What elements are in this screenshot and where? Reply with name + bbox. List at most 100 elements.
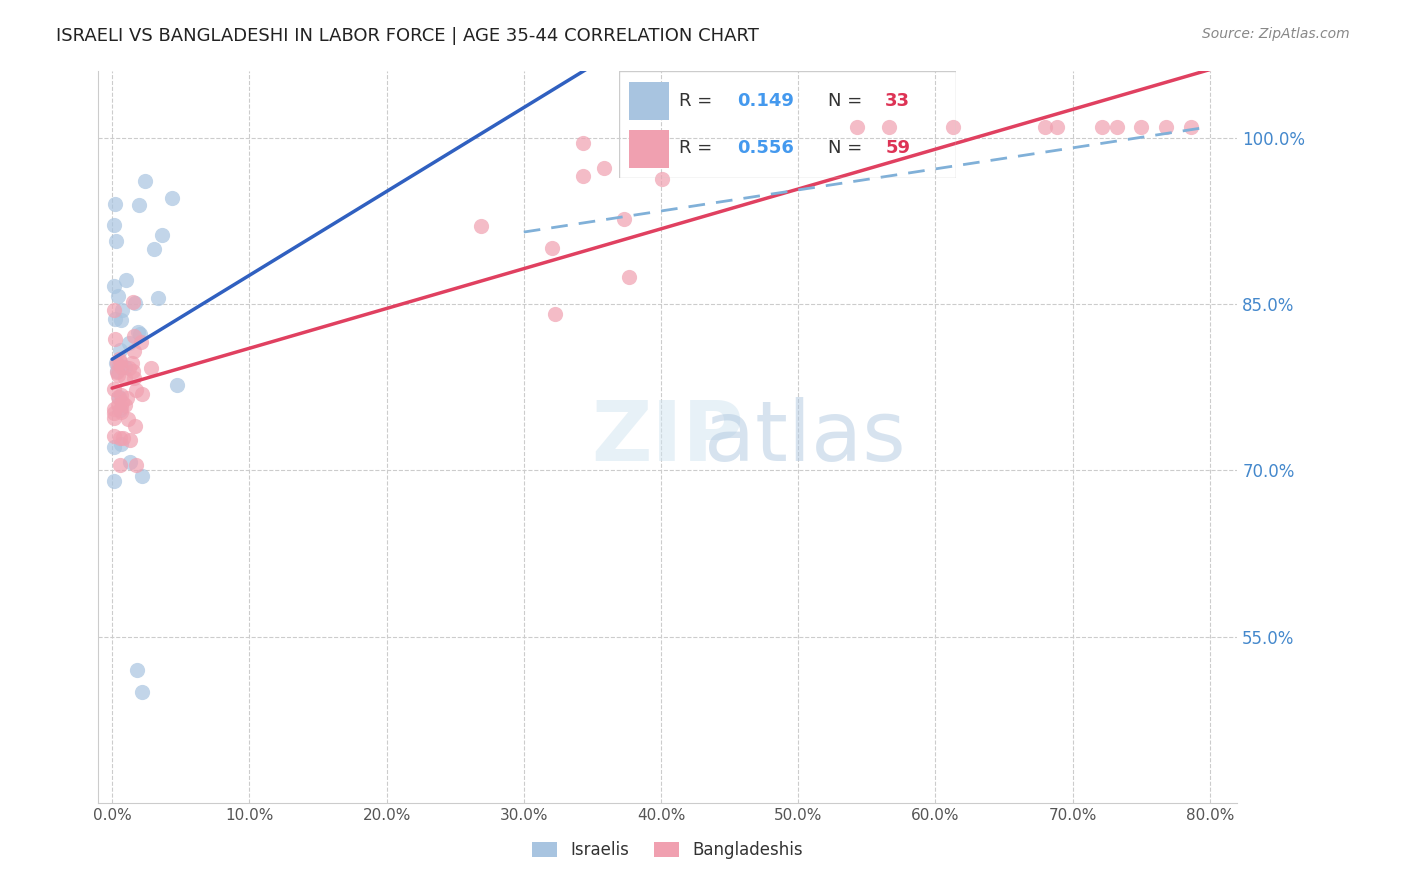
Point xyxy=(131,468,153,483)
Text: R =: R = xyxy=(679,93,718,111)
Point xyxy=(103,383,125,397)
Point xyxy=(110,313,132,327)
Point xyxy=(571,136,593,150)
Point xyxy=(114,398,136,412)
Point xyxy=(107,390,129,404)
Point xyxy=(129,327,152,342)
Point xyxy=(121,364,143,378)
Point xyxy=(103,406,125,420)
Point xyxy=(107,398,129,412)
Text: 0.149: 0.149 xyxy=(737,93,793,111)
Point xyxy=(115,273,138,287)
Point xyxy=(124,296,146,310)
Point xyxy=(846,120,869,134)
Text: ISRAELI VS BANGLADESHI IN LABOR FORCE | AGE 35-44 CORRELATION CHART: ISRAELI VS BANGLADESHI IN LABOR FORCE | … xyxy=(56,27,759,45)
Text: atlas: atlas xyxy=(703,397,905,477)
Point xyxy=(107,288,129,302)
Point xyxy=(108,402,131,417)
Point xyxy=(124,419,146,434)
Point xyxy=(114,371,136,385)
Point xyxy=(139,360,162,375)
Point xyxy=(105,365,128,379)
Point xyxy=(1180,120,1202,134)
Point xyxy=(110,400,132,414)
Point xyxy=(613,212,636,227)
Point xyxy=(1154,120,1177,134)
Point xyxy=(108,458,131,472)
Point xyxy=(544,307,567,321)
Point xyxy=(108,343,131,358)
Point xyxy=(125,663,148,677)
Point xyxy=(146,291,169,305)
Point xyxy=(1105,120,1128,134)
Point xyxy=(121,356,143,370)
Point xyxy=(470,219,492,234)
Point xyxy=(108,355,131,369)
Point xyxy=(122,329,145,343)
Point xyxy=(110,360,132,375)
Point xyxy=(110,432,132,446)
Point xyxy=(572,169,595,184)
Point xyxy=(651,172,673,186)
Point xyxy=(125,458,148,472)
Point xyxy=(117,411,139,425)
Point xyxy=(103,429,125,443)
Point xyxy=(118,455,141,469)
Point xyxy=(103,218,125,232)
Point xyxy=(128,198,150,212)
Point xyxy=(110,388,132,402)
Point xyxy=(104,332,127,346)
Text: 59: 59 xyxy=(886,139,910,157)
Point xyxy=(103,402,125,417)
Point xyxy=(541,241,564,255)
Text: N =: N = xyxy=(828,93,868,111)
Point xyxy=(118,361,141,376)
Bar xyxy=(628,130,669,168)
Point xyxy=(104,356,127,370)
Point xyxy=(129,335,152,350)
Point xyxy=(127,326,149,340)
Point xyxy=(115,391,138,405)
Point xyxy=(104,312,127,326)
Point xyxy=(110,405,132,419)
Point xyxy=(1091,120,1114,134)
Point xyxy=(122,371,145,385)
Point xyxy=(1130,120,1153,134)
Point xyxy=(593,161,616,176)
Point xyxy=(111,431,134,445)
Point xyxy=(1045,120,1067,134)
Text: N =: N = xyxy=(828,139,868,157)
Text: 33: 33 xyxy=(886,93,910,111)
Point xyxy=(122,343,145,358)
Point xyxy=(134,173,156,187)
Bar xyxy=(628,82,669,120)
Point xyxy=(118,433,141,447)
Text: Source: ZipAtlas.com: Source: ZipAtlas.com xyxy=(1202,27,1350,41)
Point xyxy=(108,351,131,366)
Text: ZIP: ZIP xyxy=(592,397,744,477)
Point xyxy=(131,386,153,401)
Point xyxy=(150,227,173,242)
Legend: Israelis, Bangladeshis: Israelis, Bangladeshis xyxy=(524,833,811,868)
Point xyxy=(111,302,134,317)
Point xyxy=(110,437,132,451)
Point xyxy=(107,368,129,383)
Point xyxy=(105,356,128,370)
Point xyxy=(143,242,166,256)
Point xyxy=(617,270,640,285)
Point xyxy=(1035,120,1057,134)
Point xyxy=(111,395,134,409)
Text: R =: R = xyxy=(679,139,718,157)
Point xyxy=(107,364,129,378)
Point xyxy=(103,410,125,425)
Point xyxy=(114,360,136,375)
Point xyxy=(103,440,125,454)
Point xyxy=(103,475,125,489)
Point xyxy=(942,120,965,134)
Point xyxy=(103,279,125,293)
Point xyxy=(877,120,900,134)
Point xyxy=(125,384,148,398)
Point xyxy=(131,685,153,699)
Point xyxy=(104,234,127,248)
Point xyxy=(160,191,183,205)
